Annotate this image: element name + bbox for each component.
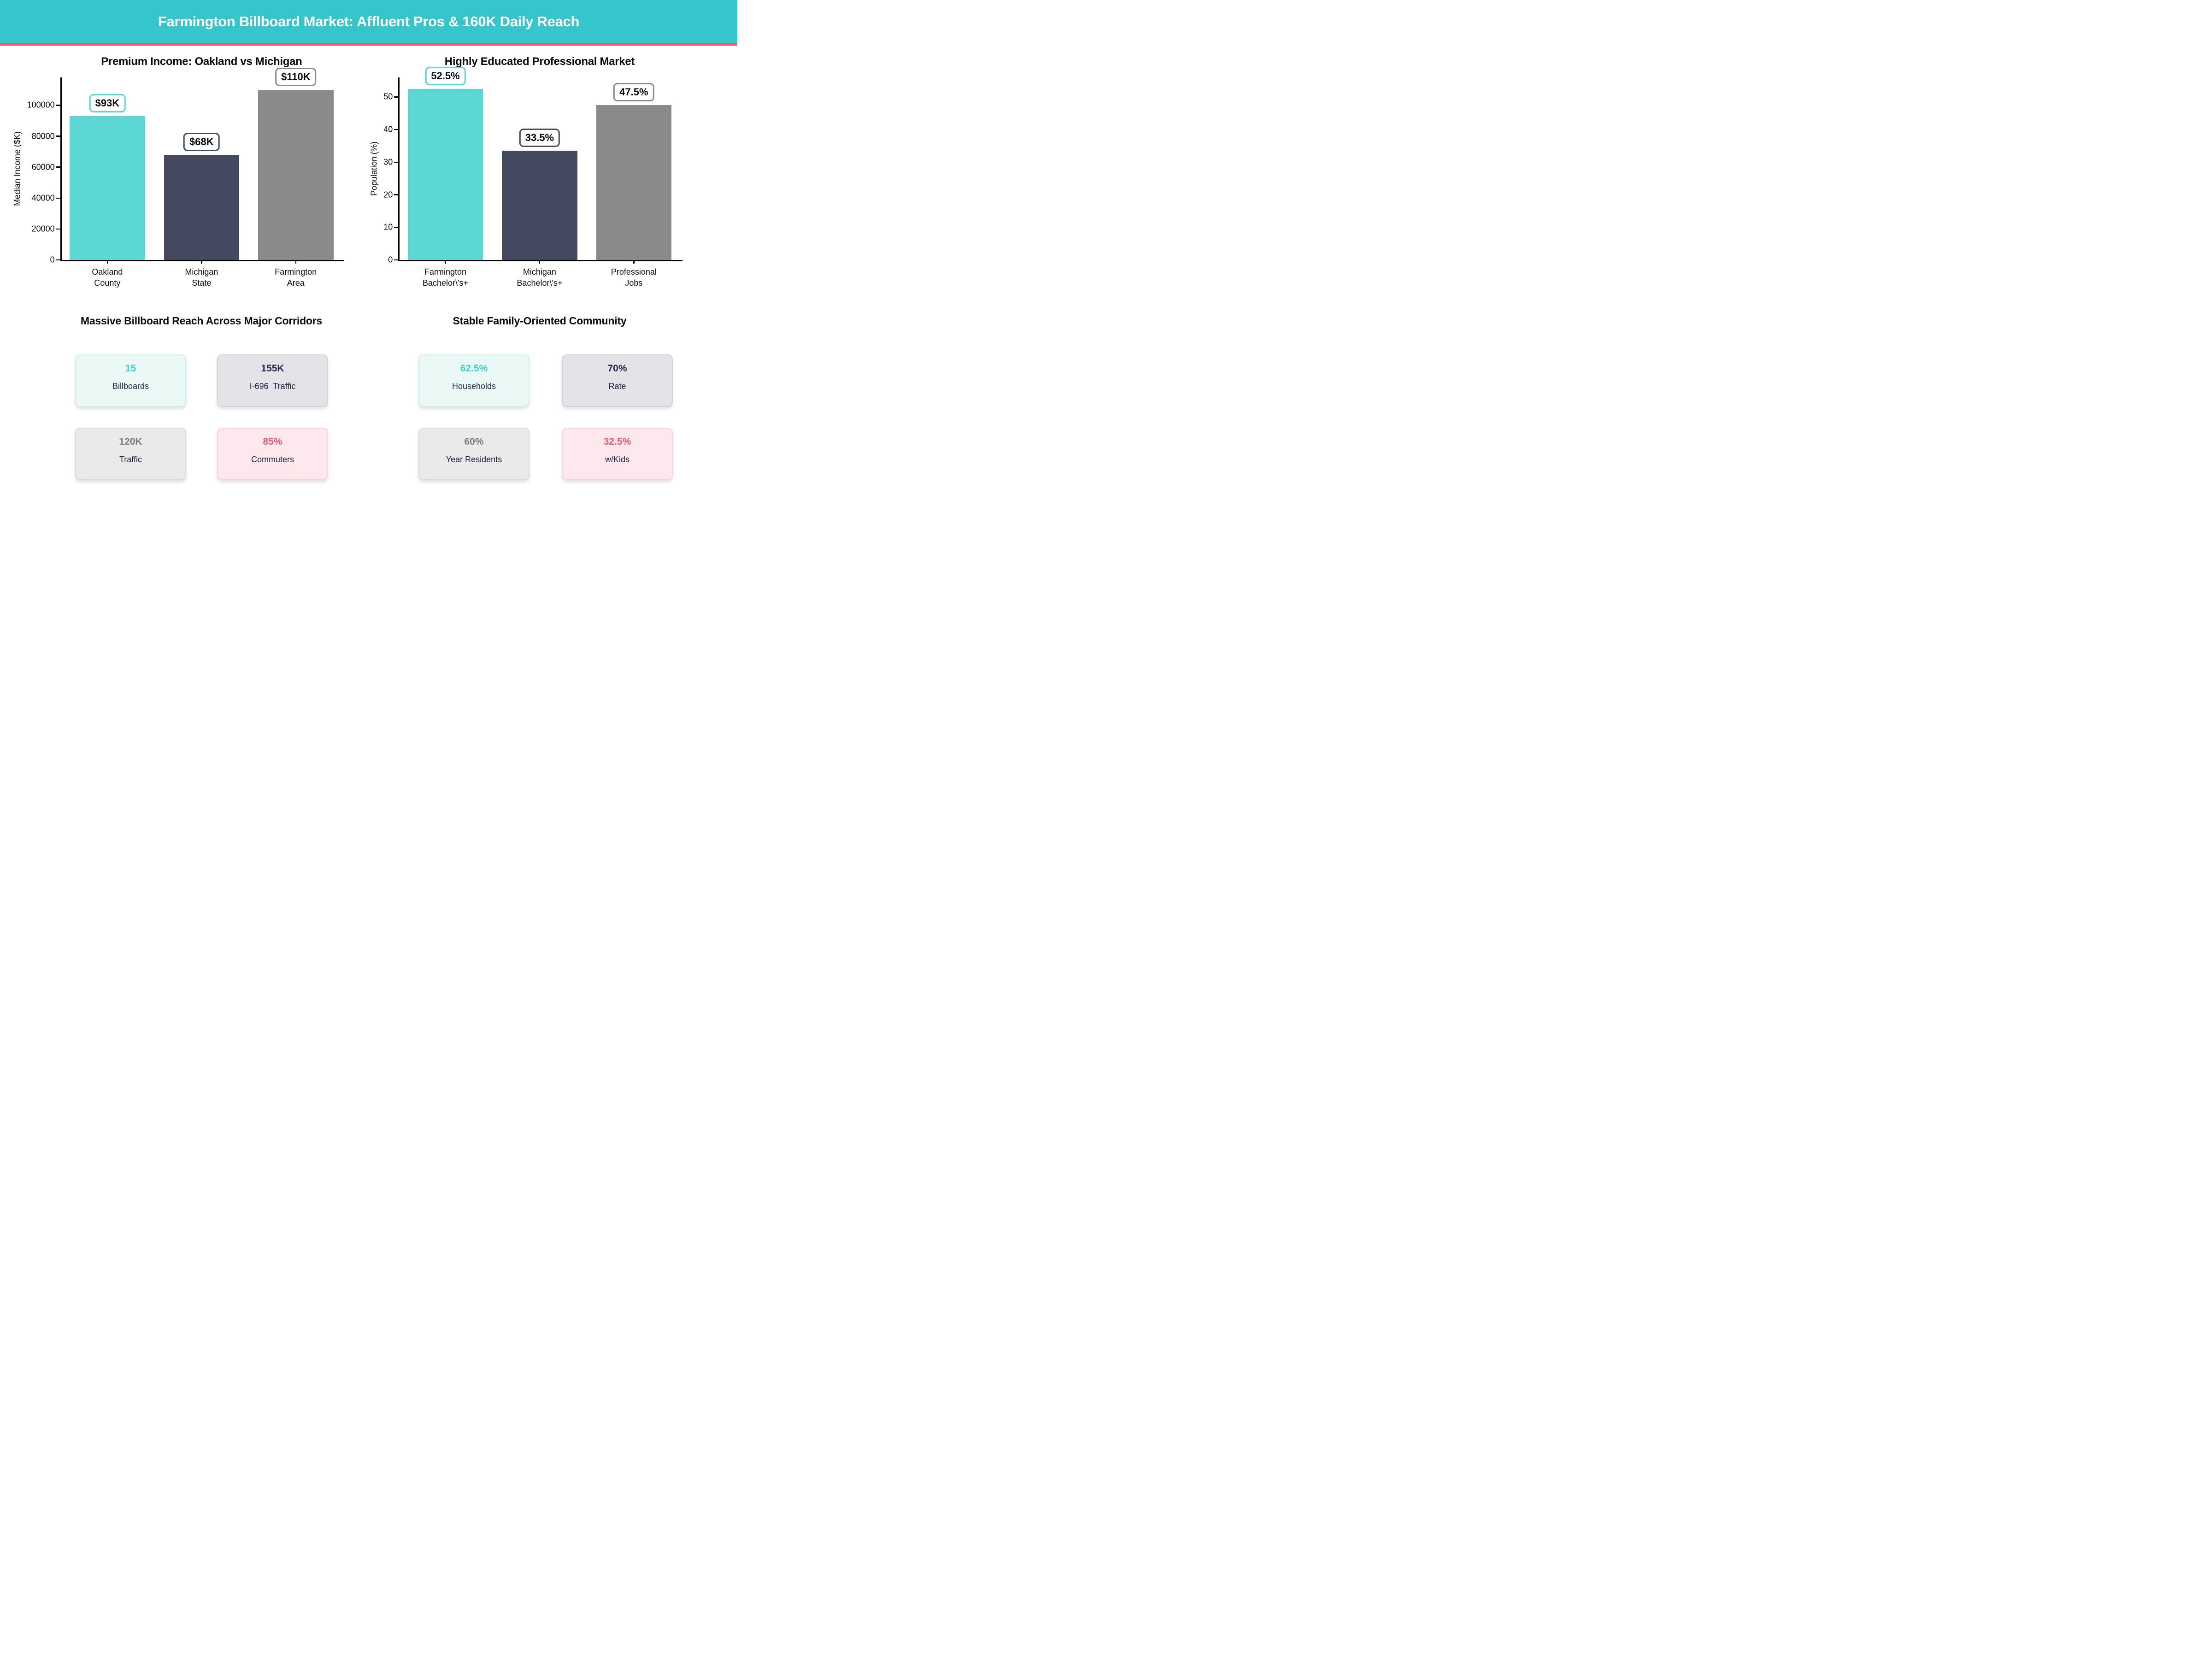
x-tick-mark	[106, 260, 108, 264]
bar-value-badge: $68K	[183, 132, 220, 151]
card-label: Billboards	[112, 382, 149, 391]
bar-value-badge: $93K	[89, 94, 126, 112]
x-tick-mark	[201, 260, 202, 264]
income-chart: Premium Income: Oakland vs Michigan Media…	[0, 0, 737, 553]
corridor-section-title: Massive Billboard Reach Across Major Cor…	[80, 315, 323, 327]
y-tick-mark	[394, 259, 399, 261]
y-tick-mark	[56, 259, 60, 261]
y-tick-mark	[394, 161, 399, 163]
chart-title: Highly Educated Professional Market	[444, 55, 635, 68]
card-value: 60%	[464, 436, 484, 447]
bar	[502, 151, 577, 260]
y-tick-label: 100000	[27, 100, 55, 110]
infographic-page: Farmington Billboard Market: Affluent Pr…	[0, 0, 737, 553]
y-tick-label: 40	[383, 124, 393, 134]
y-tick-mark	[56, 135, 60, 137]
y-axis-label: Population (%)	[369, 141, 379, 196]
stat-card: 62.5% Households	[418, 354, 529, 407]
x-tick-label: Farmington Area	[275, 267, 317, 288]
bar	[258, 89, 334, 260]
y-tick-mark	[394, 96, 399, 98]
x-tick-label: Oakland County	[92, 267, 123, 288]
card-label: Households	[452, 382, 496, 391]
bar-value-badge: $110K	[275, 67, 317, 86]
bar	[407, 88, 483, 260]
stat-card: 15 Billboards	[75, 354, 186, 407]
card-label: Rate	[608, 382, 626, 391]
card-value: 15	[125, 363, 136, 374]
y-tick-mark	[56, 105, 60, 106]
stat-card: 120K Traffic	[75, 428, 186, 480]
y-tick-label: 20000	[31, 224, 55, 234]
x-tick-mark	[295, 260, 297, 264]
x-tick-mark	[539, 260, 541, 264]
y-tick-label: 0	[388, 255, 393, 265]
y-tick-label: 20	[383, 190, 393, 200]
x-tick-label: Michigan State	[185, 267, 218, 288]
header-banner: Farmington Billboard Market: Affluent Pr…	[0, 0, 737, 43]
education-chart: Highly Educated Professional Market Popul…	[0, 0, 737, 553]
card-value: 32.5%	[603, 436, 631, 447]
stat-card: 70% Rate	[562, 354, 673, 407]
bar	[596, 105, 672, 260]
community-section-title: Stable Family-Oriented Community	[453, 315, 627, 327]
y-tick-label: 10	[383, 222, 393, 232]
stat-card: 85% Commuters	[217, 428, 328, 480]
stat-card: 155K I-696 Traffic	[217, 354, 328, 407]
x-tick-label: Farmington Bachelor\'s+	[423, 267, 469, 288]
chart-title: Premium Income: Oakland vs Michigan	[101, 55, 302, 68]
bar-value-badge: 33.5%	[519, 129, 560, 147]
card-label: w/Kids	[605, 455, 629, 464]
y-tick-label: 50	[383, 92, 393, 101]
bar	[164, 154, 240, 260]
stat-card: 32.5% w/Kids	[562, 428, 673, 480]
x-tick-mark	[445, 260, 446, 264]
card-value: 70%	[607, 363, 627, 374]
y-tick-label: 40000	[31, 193, 55, 203]
community-cards: 62.5% Households 70% Rate 60% Year Residents 3…	[418, 354, 673, 480]
bar-value-badge: 52.5%	[425, 66, 466, 85]
y-tick-mark	[56, 166, 60, 168]
card-value: 62.5%	[460, 363, 488, 374]
y-tick-mark	[56, 197, 60, 199]
card-label: I-696 Traffic	[249, 382, 296, 391]
bar-value-badge: 47.5%	[613, 83, 654, 102]
x-tick-label: Michigan Bachelor\'s+	[517, 267, 563, 288]
y-tick-mark	[394, 194, 399, 195]
plot-area	[60, 77, 344, 261]
card-label: Traffic	[119, 455, 142, 464]
page-title: Farmington Billboard Market: Affluent Pr…	[158, 13, 580, 29]
y-tick-mark	[394, 129, 399, 130]
stat-card: 60% Year Residents	[418, 428, 529, 480]
plot-area	[398, 77, 682, 261]
y-tick-label: 60000	[31, 162, 55, 172]
x-tick-mark	[633, 260, 635, 264]
y-tick-mark	[56, 228, 60, 230]
accent-divider	[0, 43, 737, 46]
chart-layer: Premium Income: Oakland vs Michigan Media…	[0, 0, 737, 553]
card-value: 85%	[263, 436, 282, 447]
y-tick-label: 80000	[31, 131, 55, 141]
x-tick-label: Professional Jobs	[611, 267, 657, 288]
card-value: 155K	[261, 363, 284, 374]
card-value: 120K	[119, 436, 142, 447]
y-tick-label: 30	[383, 157, 393, 167]
card-label: Commuters	[251, 455, 294, 464]
y-tick-mark	[394, 227, 399, 228]
bar	[70, 116, 145, 260]
card-label: Year Residents	[446, 455, 502, 464]
corridor-cards: 15 Billboards 155K I-696 Traffic 120K Traffic…	[75, 354, 328, 480]
y-tick-label: 0	[50, 255, 55, 265]
